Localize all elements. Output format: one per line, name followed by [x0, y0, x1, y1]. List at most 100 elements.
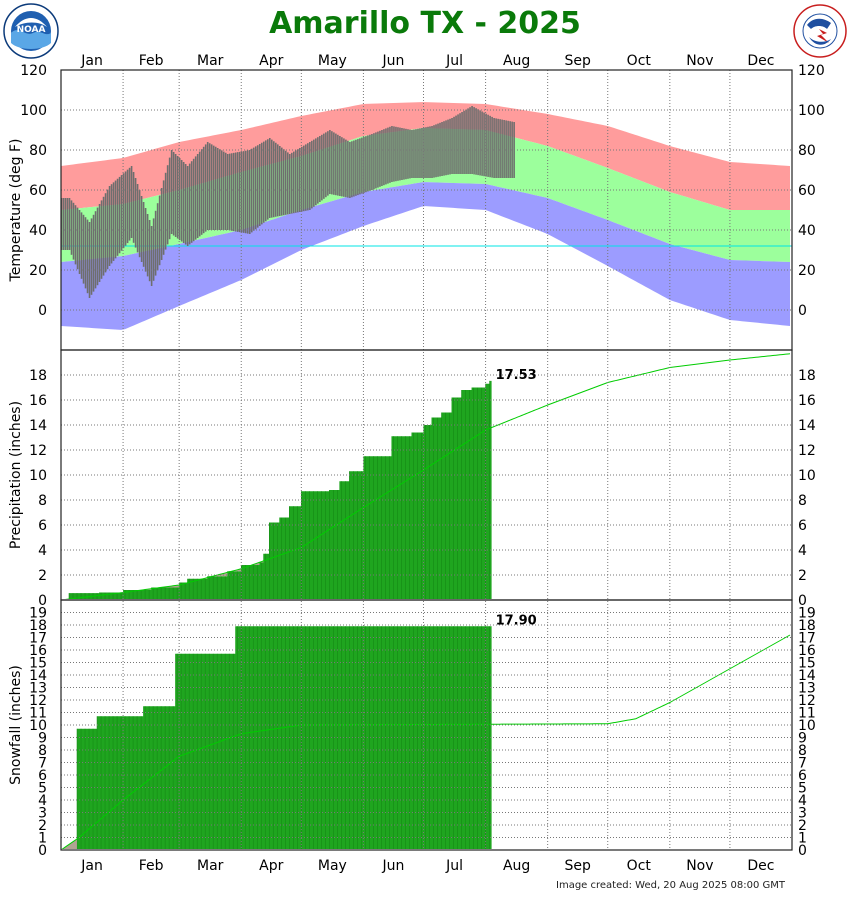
precipitation-tick-label-left: 6 — [38, 518, 47, 534]
snowfall-tick-label-right: 12 — [798, 693, 816, 709]
snowfall-tick-label-left: 3 — [38, 806, 47, 822]
snowfall-tick-label-left: 4 — [38, 793, 47, 809]
month-label-bottom: May — [318, 858, 347, 874]
nws-logo — [793, 4, 847, 58]
precipitation-tick-label-right: 16 — [798, 393, 816, 409]
snowfall-axis-title: Snowfall (inches) — [8, 665, 24, 785]
temperature-tick-label-left: 20 — [29, 263, 47, 279]
precipitation-normal-line — [65, 353, 791, 599]
snowfall-normal-line — [61, 634, 791, 849]
snowfall-tick-label-left: 14 — [29, 668, 47, 684]
month-label-top: Oct — [627, 53, 652, 69]
month-label-top: Mar — [197, 53, 224, 69]
snowfall-tick-label-right: 0 — [798, 843, 807, 859]
snowfall-tick-label-right: 15 — [798, 656, 816, 672]
snowfall-tick-label-left: 2 — [38, 818, 47, 834]
panel-frames — [60, 69, 793, 851]
precipitation-tick-label-left: 2 — [38, 568, 47, 584]
month-label-top: Apr — [259, 53, 283, 69]
snowfall-tick-label-right: 17 — [798, 631, 816, 647]
snowfall-tick-label-left: 9 — [38, 731, 47, 747]
chart-title: Amarillo TX - 2025 — [269, 6, 581, 41]
temperature-tick-label-right: 100 — [798, 103, 825, 119]
snowfall-tick-label-right: 1 — [798, 831, 807, 847]
snowfall-tick-label-left: 0 — [38, 843, 47, 859]
snowfall-tick-label-right: 16 — [798, 643, 816, 659]
snowfall-tick-label-right: 9 — [798, 731, 807, 747]
snowfall-tick-label-right: 3 — [798, 806, 807, 822]
temperature-tick-label-left: 100 — [20, 103, 47, 119]
month-label-top: May — [318, 53, 347, 69]
precipitation-axis-title: Precipitation (inches) — [8, 401, 24, 549]
temperature-tick-label-left: 40 — [29, 223, 47, 239]
grid-lines — [61, 70, 792, 850]
noaa-logo: NOAA — [3, 3, 59, 59]
snowfall-tick-label-left: 19 — [29, 606, 47, 622]
snowfall-plot — [61, 626, 791, 849]
snowfall-tick-label-left: 12 — [29, 693, 47, 709]
month-label-bottom: Jan — [80, 858, 103, 874]
month-label-bottom: Jun — [382, 858, 405, 874]
observed-temperature-bars — [61, 106, 515, 298]
precipitation-tick-label-right: 2 — [798, 568, 807, 584]
snowfall-tick-label-right: 5 — [798, 781, 807, 797]
month-label-top: Jun — [382, 53, 405, 69]
temperature-tick-label-right: 0 — [798, 303, 807, 319]
temperature-tick-label-left: 60 — [29, 183, 47, 199]
record-low-band — [61, 182, 790, 330]
precipitation-tick-label-right: 18 — [798, 368, 816, 384]
snowfall-tick-label-right: 10 — [798, 718, 816, 734]
precipitation-tick-label-left: 0 — [38, 593, 47, 609]
month-label-top: Sep — [565, 53, 592, 69]
temperature-tick-label-right: 60 — [798, 183, 816, 199]
month-label-top: Jan — [80, 53, 103, 69]
noaa-logo-text: NOAA — [17, 25, 46, 35]
temperature-tick-label-right: 120 — [798, 63, 825, 79]
temperature-tick-label-right: 20 — [798, 263, 816, 279]
month-label-top: Dec — [747, 53, 774, 69]
precipitation-tick-label-right: 14 — [798, 418, 816, 434]
precipitation-tick-label-left: 16 — [29, 393, 47, 409]
month-label-bottom: Jul — [445, 858, 463, 874]
temperature-tick-label-left: 0 — [38, 303, 47, 319]
snowfall-tick-label-left: 8 — [38, 743, 47, 759]
axis-labels: 17.53 17.90 Temperature (deg F) Precipitati… — [8, 139, 537, 785]
precipitation-tick-label-right: 4 — [798, 543, 807, 559]
month-label-top: Feb — [139, 53, 164, 69]
temperature-tick-label-right: 80 — [798, 143, 816, 159]
record-high-band — [61, 102, 790, 210]
snowfall-tick-label-right: 11 — [798, 706, 816, 722]
precipitation-tick-label-left: 18 — [29, 368, 47, 384]
month-label-bottom: Sep — [565, 858, 592, 874]
precipitation-tick-label-left: 8 — [38, 493, 47, 509]
precipitation-tick-label-left: 10 — [29, 468, 47, 484]
month-label-bottom: Nov — [686, 858, 713, 874]
snowfall-tick-label-left: 18 — [29, 618, 47, 634]
snowfall-tick-label-left: 6 — [38, 768, 47, 784]
snowfall-tick-label-right: 4 — [798, 793, 807, 809]
precipitation-last-value-label: 17.53 — [496, 368, 537, 383]
temperature-plot — [61, 102, 792, 330]
precipitation-observed-area — [69, 380, 492, 599]
month-label-bottom: Apr — [259, 858, 283, 874]
snowfall-tick-label-right: 14 — [798, 668, 816, 684]
snowfall-observed-bars — [76, 626, 492, 849]
snowfall-tick-label-left: 11 — [29, 706, 47, 722]
precipitation-tick-label-left: 12 — [29, 443, 47, 459]
month-label-bottom: Feb — [139, 858, 164, 874]
snowfall-tick-label-right: 2 — [798, 818, 807, 834]
snowfall-tick-label-left: 17 — [29, 631, 47, 647]
snowfall-last-value-label: 17.90 — [496, 613, 537, 628]
precipitation-tick-label-left: 14 — [29, 418, 47, 434]
snowfall-tick-label-left: 1 — [38, 831, 47, 847]
temperature-tick-label-right: 40 — [798, 223, 816, 239]
panel-frame-3 — [60, 599, 793, 851]
snowfall-tick-label-right: 6 — [798, 768, 807, 784]
snowfall-tick-label-left: 10 — [29, 718, 47, 734]
month-label-bottom: Mar — [197, 858, 224, 874]
precipitation-tick-label-right: 0 — [798, 593, 807, 609]
month-label-bottom: Dec — [747, 858, 774, 874]
month-label-top: Nov — [686, 53, 713, 69]
